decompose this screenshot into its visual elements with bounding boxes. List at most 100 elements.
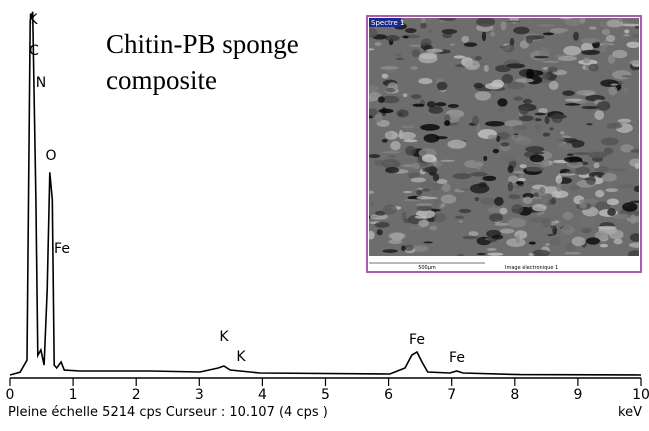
- sem-texture: [556, 144, 574, 150]
- sem-texture: [401, 245, 406, 252]
- sem-texture: [403, 199, 421, 202]
- x-tick-label: 9: [573, 387, 582, 403]
- sem-texture: [462, 235, 479, 240]
- sem-texture: [401, 164, 416, 168]
- sem-texture: [525, 36, 533, 44]
- sem-texture: [548, 80, 559, 91]
- sem-texture: [420, 124, 440, 131]
- sem-texture: [404, 28, 417, 34]
- sem-texture: [626, 225, 638, 233]
- x-tick-label: 5: [321, 387, 330, 403]
- sem-texture: [421, 188, 431, 192]
- sem-texture: [525, 166, 545, 172]
- sem-texture: [595, 201, 611, 211]
- sem-texture: [533, 35, 545, 40]
- peak-label: K: [236, 349, 246, 365]
- sem-texture: [630, 149, 639, 153]
- footer: Pleine échelle 5214 cps Curseur : 10.107…: [8, 405, 328, 420]
- sem-texture: [561, 225, 575, 235]
- sem-texture: [502, 44, 515, 53]
- sem-texture: [581, 49, 600, 56]
- sem-texture: [440, 159, 455, 162]
- sem-texture: [369, 85, 379, 92]
- sem-texture: [381, 73, 389, 79]
- sem-texture: [474, 197, 480, 202]
- sem-texture: [410, 94, 422, 99]
- sem-texture: [416, 189, 423, 196]
- sem-texture: [519, 164, 527, 169]
- sem-texture: [501, 73, 514, 84]
- sem-texture: [603, 39, 608, 49]
- sem-texture: [414, 215, 427, 219]
- sem-texture: [420, 18, 426, 24]
- sem-texture: [377, 96, 385, 103]
- sem-texture: [516, 136, 529, 142]
- sem-texture: [492, 148, 499, 154]
- sem-texture: [549, 237, 561, 246]
- sem-texture: [476, 18, 496, 27]
- sem-texture: [522, 196, 533, 204]
- sem-texture: [461, 35, 470, 43]
- sem-texture: [497, 98, 508, 107]
- sem-texture: [385, 166, 400, 174]
- sem-texture: [416, 195, 431, 200]
- sem-texture: [550, 197, 556, 205]
- sem-texture: [408, 226, 425, 230]
- sem-texture: [507, 181, 514, 192]
- sem-texture: [519, 40, 530, 49]
- sem-texture: [486, 248, 497, 251]
- sem-texture: [612, 49, 628, 59]
- sem-texture: [487, 207, 504, 214]
- sem-texture: [612, 70, 632, 80]
- inset-tag: [369, 18, 401, 27]
- sem-texture: [458, 220, 463, 223]
- sem-texture: [536, 24, 556, 27]
- sem-texture: [581, 228, 592, 234]
- sem-texture: [458, 188, 471, 191]
- sem-texture: [580, 42, 594, 52]
- sem-texture: [409, 44, 424, 47]
- sem-texture: [566, 160, 584, 168]
- sem-texture: [449, 43, 456, 46]
- sem-texture: [482, 175, 497, 181]
- sem-texture: [621, 23, 639, 27]
- sem-texture: [499, 207, 508, 215]
- sem-texture: [421, 154, 437, 163]
- chart-title: Chitin-PB sponge composite: [106, 29, 299, 95]
- sem-texture: [515, 181, 524, 185]
- sem-texture: [386, 216, 396, 221]
- sem-texture: [384, 130, 399, 140]
- sem-texture: [601, 28, 611, 36]
- sem-texture: [539, 186, 546, 194]
- sem-texture: [487, 134, 498, 140]
- sem-texture: [403, 139, 418, 143]
- x-tick-label: 3: [195, 387, 204, 403]
- sem-texture: [582, 209, 593, 215]
- sem-texture: [507, 165, 514, 174]
- sem-texture: [410, 66, 418, 70]
- sem-texture: [433, 199, 442, 208]
- sem-texture: [402, 35, 409, 39]
- sem-texture: [606, 198, 619, 206]
- sem-texture: [500, 142, 510, 147]
- sem-texture: [395, 57, 404, 61]
- sem-texture: [600, 137, 619, 146]
- sem-texture: [527, 181, 543, 184]
- sem-texture: [605, 34, 616, 43]
- sem-texture: [562, 211, 574, 220]
- sem-texture: [458, 208, 472, 214]
- sem-texture: [396, 109, 409, 118]
- sem-texture: [564, 18, 582, 27]
- sem-texture: [632, 33, 639, 39]
- peak-label: K: [28, 12, 38, 28]
- sem-texture: [571, 152, 592, 155]
- sem-texture: [470, 172, 488, 177]
- sem-texture: [547, 233, 554, 237]
- sem-texture: [593, 162, 600, 169]
- sem-texture: [557, 55, 578, 62]
- sem-texture: [549, 211, 559, 219]
- sem-texture: [431, 187, 440, 190]
- sem-texture: [610, 83, 618, 86]
- sem-texture: [447, 104, 460, 108]
